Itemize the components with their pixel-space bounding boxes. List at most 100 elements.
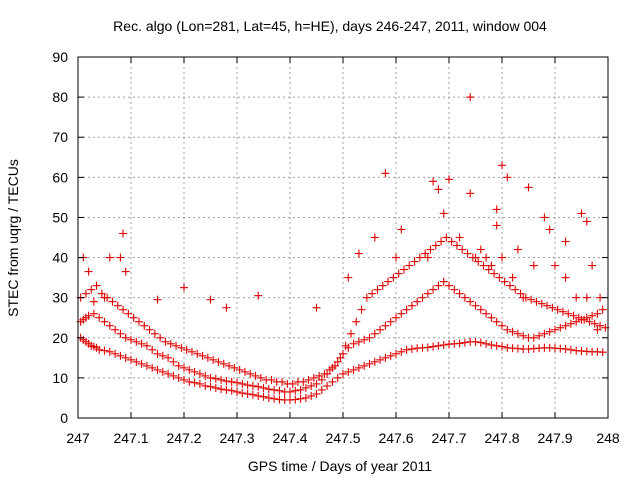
data-point xyxy=(95,313,104,322)
data-point xyxy=(529,333,538,342)
data-point xyxy=(238,389,247,398)
data-point xyxy=(153,349,162,358)
data-point xyxy=(360,335,369,344)
data-point xyxy=(582,293,591,302)
data-point xyxy=(381,321,390,330)
data-point xyxy=(95,345,104,354)
data-point xyxy=(116,253,125,262)
data-point xyxy=(445,281,453,290)
data-point xyxy=(177,343,186,352)
data-point xyxy=(410,257,419,266)
data-point xyxy=(527,295,536,304)
data-point xyxy=(227,386,236,395)
data-point xyxy=(307,381,316,390)
data-point xyxy=(111,325,120,334)
data-point xyxy=(201,371,210,380)
data-point xyxy=(532,297,541,306)
x-tick-label: 247.4 xyxy=(272,430,307,446)
data-point xyxy=(471,253,480,262)
data-point xyxy=(593,325,602,334)
data-point xyxy=(471,301,480,310)
data-point xyxy=(201,381,210,390)
data-point xyxy=(185,377,194,386)
data-point xyxy=(426,245,435,254)
data-point xyxy=(164,353,173,362)
data-point xyxy=(248,381,257,390)
data-point xyxy=(87,285,96,294)
data-point xyxy=(169,357,178,366)
y-tick-label: 10 xyxy=(52,370,68,386)
data-point xyxy=(545,225,554,234)
data-point xyxy=(206,373,215,382)
data-point xyxy=(392,253,400,262)
data-point xyxy=(312,389,321,398)
data-point xyxy=(172,341,181,350)
data-point xyxy=(264,385,273,394)
data-point xyxy=(296,385,305,394)
data-point xyxy=(116,329,125,338)
data-point xyxy=(399,265,408,274)
data-point xyxy=(312,379,321,388)
data-point xyxy=(386,351,395,360)
data-point xyxy=(482,253,491,262)
data-point xyxy=(217,385,226,394)
data-point xyxy=(145,325,154,334)
data-point xyxy=(344,273,353,282)
data-point xyxy=(333,357,342,366)
data-point xyxy=(89,309,98,318)
data-point xyxy=(227,377,236,386)
data-point xyxy=(349,365,358,374)
data-point xyxy=(558,307,567,316)
data-point xyxy=(185,365,194,374)
data-point xyxy=(275,386,284,395)
data-point xyxy=(84,311,93,320)
data-point xyxy=(254,382,263,391)
data-point xyxy=(543,301,552,310)
data-point xyxy=(129,313,138,322)
data-point xyxy=(357,305,366,314)
data-point xyxy=(418,293,427,302)
data-point xyxy=(142,341,151,350)
data-point xyxy=(360,361,369,370)
data-point xyxy=(423,289,432,298)
data-point xyxy=(301,393,310,402)
data-point xyxy=(100,317,109,326)
data-point xyxy=(214,357,223,366)
data-point xyxy=(89,297,98,306)
data-point xyxy=(466,93,475,102)
data-point xyxy=(291,395,300,404)
data-point xyxy=(161,337,170,346)
data-point xyxy=(105,321,114,330)
data-point xyxy=(561,237,570,246)
data-point xyxy=(195,379,204,388)
data-point xyxy=(503,325,512,334)
data-point xyxy=(590,319,599,328)
data-point xyxy=(476,338,485,347)
data-point xyxy=(134,317,143,326)
x-tick-label: 247.7 xyxy=(431,430,466,446)
data-point xyxy=(500,277,509,286)
data-point xyxy=(434,341,443,350)
data-point xyxy=(270,394,279,403)
data-point xyxy=(445,175,453,184)
data-point xyxy=(325,365,334,374)
data-point xyxy=(180,283,188,292)
data-point xyxy=(105,347,114,356)
data-point xyxy=(580,315,589,324)
data-point xyxy=(150,329,159,338)
data-point xyxy=(553,305,562,314)
data-point xyxy=(127,335,135,344)
x-tick-label: 247.6 xyxy=(378,430,413,446)
data-point xyxy=(598,305,607,314)
data-point xyxy=(508,273,517,282)
data-point xyxy=(259,392,268,401)
data-point xyxy=(222,377,231,386)
data-point xyxy=(166,339,175,348)
data-point xyxy=(476,245,485,254)
data-point xyxy=(127,355,135,364)
data-point xyxy=(320,369,329,378)
y-tick-label: 80 xyxy=(52,89,68,105)
data-point xyxy=(378,281,387,290)
data-point xyxy=(323,381,332,390)
data-point xyxy=(365,359,374,368)
